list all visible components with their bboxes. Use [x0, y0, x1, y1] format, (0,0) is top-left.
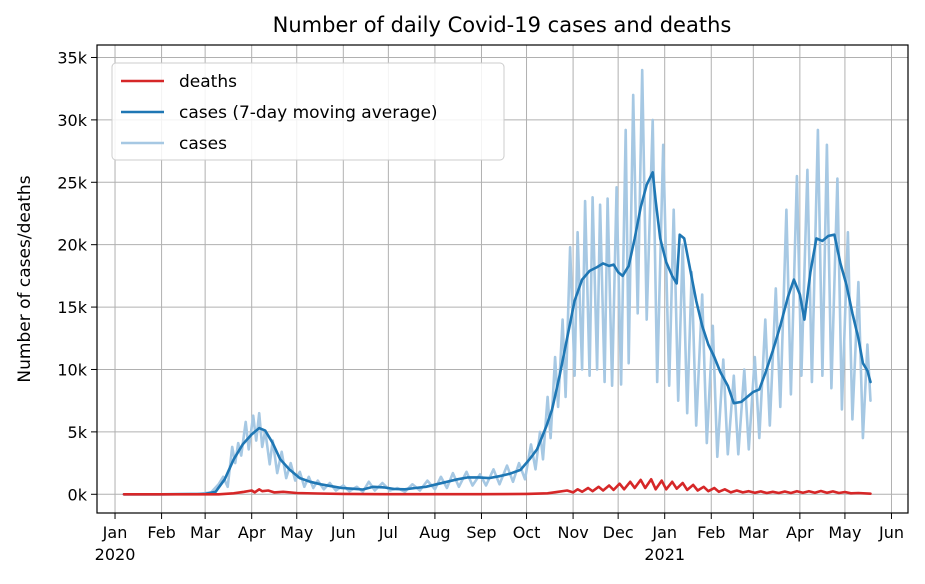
y-tick-label: 25k — [57, 173, 87, 192]
x-axis: Jan 2020 Feb Mar Apr May Jun Jul Aug Sep Oct Nov Dec… — [95, 513, 904, 564]
x-tick-label: Mar — [738, 523, 769, 542]
legend: deaths cases (7-day moving average) cases — [111, 62, 505, 161]
x-tick-label: Apr — [786, 523, 814, 542]
x-tick-label: Apr — [238, 523, 266, 542]
x-tick-label: Nov — [557, 523, 588, 542]
y-tick-label: 35k — [57, 48, 87, 67]
y-axis: 0k 5k 10k 15k 20k 25k 30k 35k — [57, 48, 97, 504]
x-tick-year-label: 2021 — [644, 545, 685, 564]
x-tick-label: Oct — [513, 523, 541, 542]
chart-title: Number of daily Covid-19 cases and death… — [273, 13, 732, 37]
x-tick-label: Aug — [419, 523, 450, 542]
x-tick-label: Jan — [651, 523, 677, 542]
y-tick-label: 5k — [68, 423, 88, 442]
x-tick-label: Jun — [330, 523, 356, 542]
cases-series-line — [122, 68, 872, 496]
x-tick-label: Sep — [466, 523, 496, 542]
y-tick-label: 15k — [57, 298, 87, 317]
x-tick-label: May — [280, 523, 313, 542]
legend-box — [111, 62, 505, 161]
x-tick-label: Jun — [878, 523, 904, 542]
avg-series-line — [122, 171, 872, 496]
legend-label: cases (7-day moving average) — [179, 103, 438, 123]
y-tick-label: 0k — [68, 485, 88, 504]
y-axis-label: Number of cases/deaths — [15, 175, 35, 382]
x-tick-label: Jan — [102, 523, 128, 542]
x-tick-label: Jul — [378, 523, 398, 542]
x-tick-label: Mar — [190, 523, 221, 542]
x-tick-year-label: 2020 — [95, 545, 136, 564]
x-tick-label: Feb — [147, 523, 175, 542]
y-tick-label: 10k — [57, 360, 87, 379]
y-tick-label: 30k — [57, 111, 87, 130]
x-tick-label: May — [828, 523, 861, 542]
legend-label: cases — [179, 134, 227, 154]
x-tick-label: Dec — [603, 523, 634, 542]
series-layer — [122, 68, 872, 496]
deaths-series-line — [122, 478, 872, 496]
plot-frame — [96, 44, 909, 514]
x-tick-label: Feb — [697, 523, 725, 542]
legend-label: deaths — [179, 72, 237, 92]
y-tick-label: 20k — [57, 236, 87, 255]
